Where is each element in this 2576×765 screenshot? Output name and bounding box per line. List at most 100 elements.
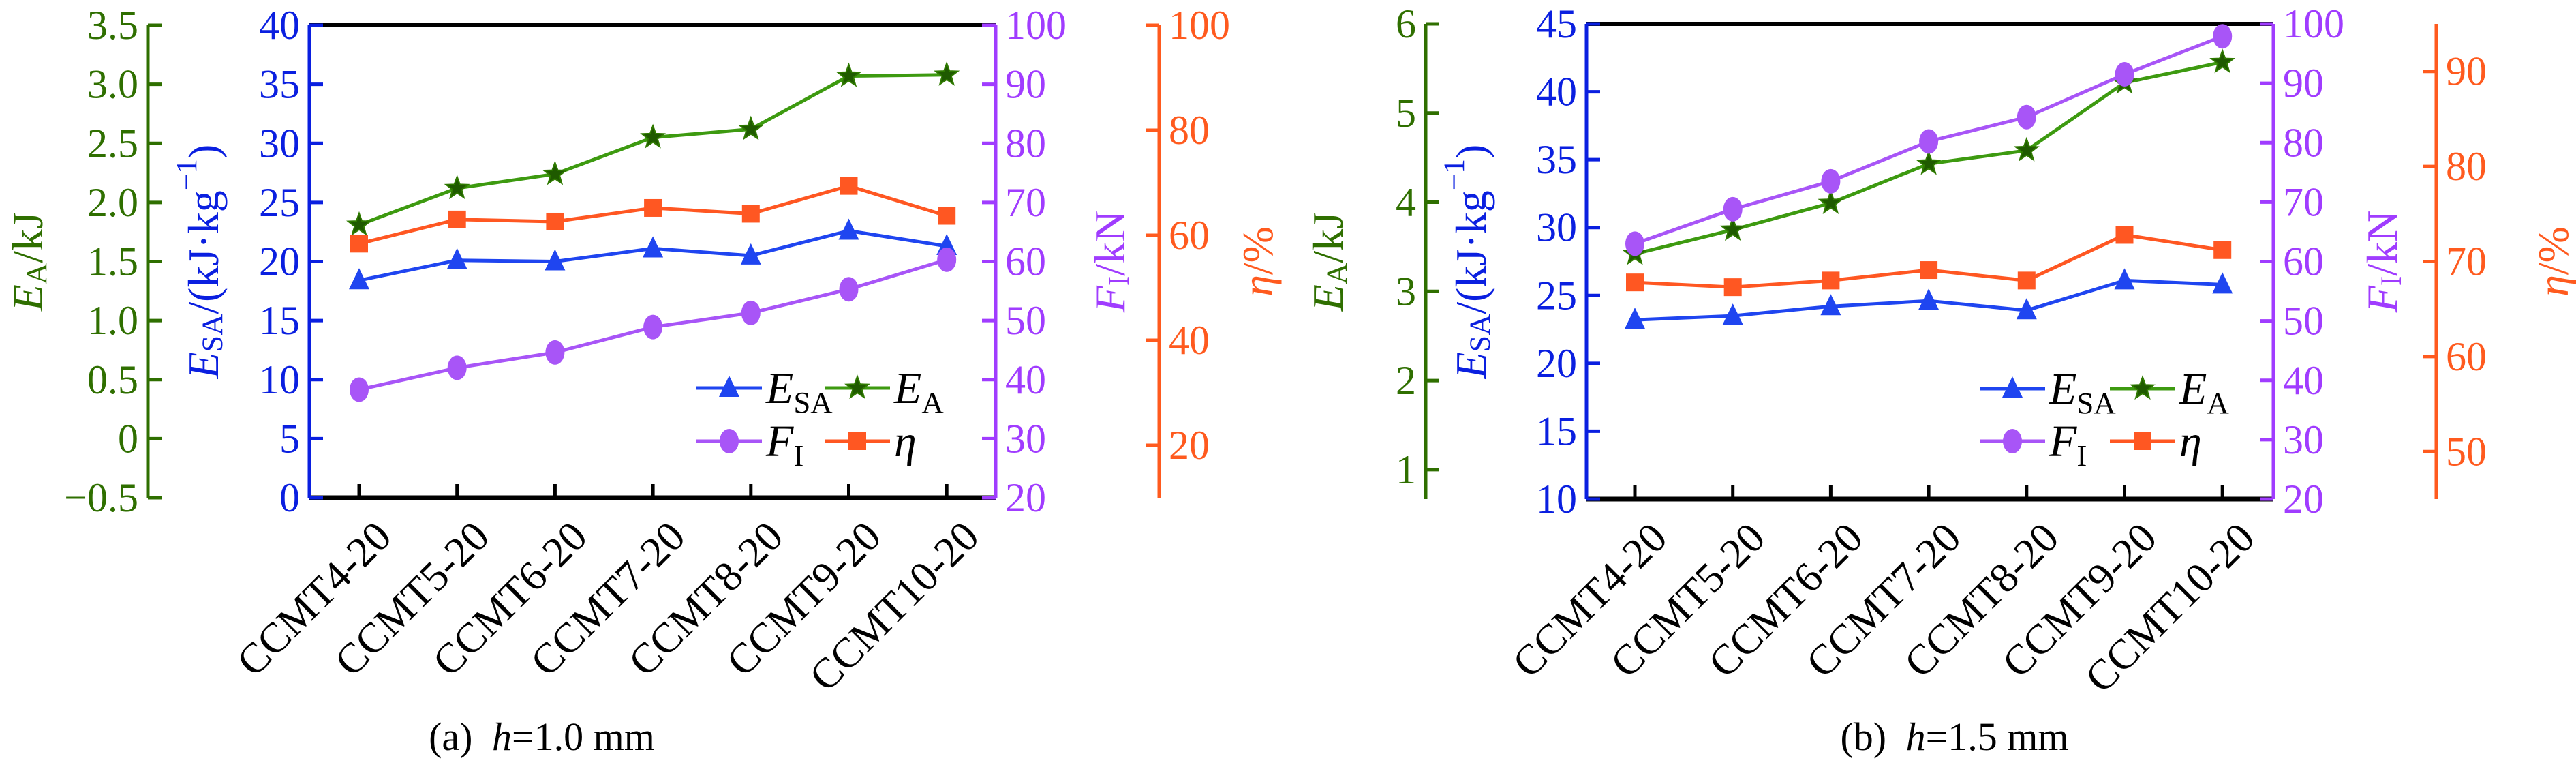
- legend-label: EA: [893, 363, 944, 419]
- data-point: [2209, 48, 2236, 74]
- data-point: [741, 205, 760, 223]
- data-point: [1625, 231, 1644, 256]
- data-point: [1920, 261, 1938, 280]
- data-point: [640, 123, 666, 149]
- data-point: [839, 277, 859, 302]
- tick-label: 1.0: [87, 298, 138, 343]
- legend-label: η: [894, 417, 917, 466]
- series-esa: [1625, 268, 2233, 329]
- tick-label: 15: [259, 298, 300, 343]
- data-point: [1822, 271, 1840, 290]
- data-point: [737, 115, 764, 140]
- data-point: [1625, 308, 1645, 329]
- legend-item: η: [2110, 417, 2202, 466]
- series-eta: [350, 177, 956, 253]
- axis-title: FI/kN: [2358, 211, 2408, 314]
- tick-label: 2.5: [87, 121, 138, 166]
- tick-label: 70: [2446, 239, 2487, 284]
- y-axis-esa: 0 5 10 15 20 25 30 35 40 ESA/(kJ·kg−1): [170, 3, 323, 520]
- legend-marker-square-icon: [848, 432, 866, 450]
- tick-label: 60: [2283, 239, 2324, 284]
- legend-marker-star-icon: [844, 374, 870, 400]
- tick-label: 2.0: [87, 180, 138, 225]
- data-point: [446, 247, 467, 269]
- tick-label: 40: [1169, 318, 1210, 363]
- caption-prefix: (a): [429, 715, 482, 759]
- tick-label: 80: [1005, 121, 1046, 166]
- tick-label: 0.5: [87, 357, 138, 402]
- tick-label: 2: [1396, 358, 1416, 403]
- tick-label: 40: [1005, 357, 1046, 402]
- data-point: [2013, 136, 2040, 162]
- axis-title: ESA/(kJ·kg−1): [170, 145, 229, 380]
- tick-label: 3.5: [87, 3, 138, 48]
- tick-label: −0.5: [64, 475, 138, 520]
- tick-label: 10: [1536, 477, 1577, 522]
- y-axis-ea: 1 2 3 4 5 6 EA/kJ: [1304, 1, 1439, 499]
- data-point: [938, 207, 956, 225]
- tick-label: 50: [2283, 299, 2324, 344]
- data-point: [1820, 294, 1841, 316]
- data-point: [838, 218, 859, 240]
- tick-label: 20: [1169, 423, 1210, 468]
- title-main: η: [894, 417, 917, 466]
- data-point: [1719, 216, 1746, 241]
- legend-item: EA: [2110, 364, 2229, 420]
- data-point: [542, 160, 568, 185]
- data-point: [2115, 62, 2134, 87]
- data-point: [2213, 24, 2233, 49]
- data-point: [2213, 241, 2232, 259]
- data-point: [350, 235, 368, 253]
- chart-a-h-1-0mm: 0510152025303540ESA/(kJ·kg−1)−0.500.51.0…: [3, 3, 1282, 759]
- series-esa: [349, 218, 957, 290]
- data-point: [2016, 298, 2037, 320]
- legend-label: EA: [2179, 364, 2229, 420]
- data-point: [447, 355, 467, 380]
- data-point: [741, 300, 761, 325]
- legend-label: ESA: [2049, 364, 2116, 420]
- data-point: [643, 236, 664, 258]
- title-unit: /kJ: [1304, 212, 1352, 263]
- legend-item: EA: [825, 363, 944, 419]
- legend-marker-square-icon: [2134, 432, 2151, 450]
- title-close: ): [1447, 145, 1495, 159]
- tick-label: 30: [1536, 205, 1577, 250]
- tick-label: 3.0: [87, 62, 138, 107]
- caption-rest: =1.5 mm: [1926, 715, 2069, 759]
- title-unit: /%: [2529, 226, 2576, 275]
- series-ea: [1622, 48, 2236, 265]
- tick-label: 20: [1005, 475, 1046, 520]
- legend: ESA EA FI η: [696, 363, 944, 472]
- tick-label: 50: [1005, 298, 1046, 343]
- legend-marker-circle-icon: [720, 429, 739, 453]
- chart-caption: (a) h=1.0 mm: [429, 715, 655, 759]
- tick-label: 60: [1169, 213, 1210, 258]
- axis-title: η/%: [2529, 226, 2576, 297]
- legend-marker-triangle-icon: [719, 376, 739, 397]
- title-sub: I: [793, 438, 803, 472]
- legend-item: ESA: [696, 363, 833, 419]
- title-close: ): [179, 145, 228, 159]
- title-sup: −1: [1438, 159, 1471, 190]
- caption-var: h: [492, 715, 512, 759]
- data-point: [1919, 129, 1939, 154]
- y-axis-ea: −0.5 0 0.5 1.0 1.5 2.0 2.5 3.0 3.5 EA/kJ: [3, 3, 162, 520]
- data-point: [350, 377, 369, 402]
- title-main: η: [2179, 417, 2202, 466]
- tick-label: 35: [1536, 137, 1577, 182]
- data-point: [349, 268, 369, 290]
- legend-label: ESA: [765, 363, 833, 419]
- tick-label: 80: [1169, 108, 1210, 153]
- tick-label: 80: [2446, 144, 2487, 189]
- legend-item: FI: [696, 417, 803, 472]
- tick-label: 15: [1536, 408, 1577, 453]
- title-unit: /(kJ·kg: [1447, 190, 1495, 314]
- tick-label: 90: [2446, 49, 2487, 94]
- title-sub: A: [921, 385, 944, 419]
- data-point: [835, 62, 862, 87]
- title-main: η: [1233, 275, 1282, 297]
- axis-title: EA/kJ: [1304, 212, 1354, 312]
- title-unit: /kN: [1086, 211, 1134, 276]
- legend-item: FI: [1980, 417, 2087, 472]
